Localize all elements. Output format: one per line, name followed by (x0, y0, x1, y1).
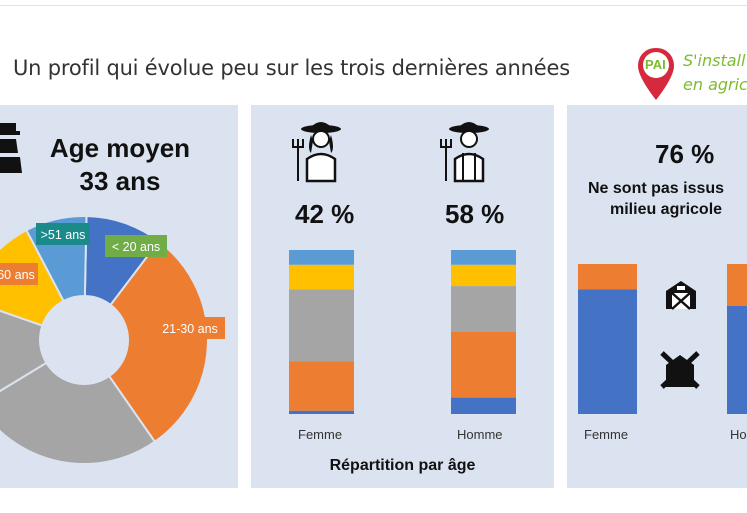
page-title: Un profil qui évolue peu sur les trois d… (13, 56, 570, 80)
origin-line-1: Ne sont pas issus (588, 180, 725, 197)
donut-slice-2 (0, 361, 157, 465)
farmer-woman-icon (292, 122, 341, 183)
svg-text:>51 ans: >51 ans (41, 228, 86, 242)
origin-line-2: milieu agricole (610, 201, 723, 218)
svg-text:21-30 ans: 21-30 ans (162, 322, 218, 336)
panel-origin: 76 % Ne sont pas issus milieu agricole F… (567, 105, 747, 488)
top-border (0, 0, 747, 6)
origin-percentage: 76 % (655, 139, 715, 169)
origin-bar-femme-seg-0 (578, 289, 637, 414)
donut-label-3: 60 ans (0, 263, 38, 285)
femme-bar-label: Femme (298, 427, 343, 442)
gender-age-bar-chart (289, 250, 516, 414)
origin-bar-homme-seg-1 (727, 264, 747, 306)
origin-femme-label: Femme (584, 427, 629, 442)
gender-bar-homme-seg-0 (451, 397, 516, 414)
logo-line-2: en agric (683, 75, 747, 94)
logo-badge: PAI (645, 57, 666, 72)
donut-slice-1 (107, 239, 209, 444)
origin-bar-homme-seg-0 (727, 306, 747, 414)
donut-label-4: >51 ans (36, 223, 90, 245)
gender-bar-homme-seg-3 (451, 264, 516, 287)
gender-chart-caption: Répartition par âge (329, 457, 476, 474)
farmer-man-icon (440, 122, 489, 183)
gender-bar-femme-seg-1 (289, 361, 354, 411)
origin-bar-femme-seg-1 (578, 264, 637, 290)
donut-slice-3 (0, 309, 48, 393)
origin-bar-chart (578, 264, 747, 414)
gender-bar-homme-seg-1 (451, 332, 516, 398)
svg-text:60 ans: 60 ans (0, 268, 35, 282)
gender-bar-femme-seg-2 (289, 289, 354, 362)
donut-label-1: 21-30 ans (155, 317, 225, 339)
gender-bar-homme-seg-2 (451, 286, 516, 332)
age-value: 33 ans (79, 166, 161, 196)
donut-label-0: < 20 ans (105, 235, 167, 257)
farmer-couple-icon (0, 123, 22, 173)
gender-bar-femme-seg-0 (289, 410, 354, 414)
gender-bar-femme-seg-3 (289, 264, 354, 290)
gender-bar-homme-seg-4 (451, 250, 516, 265)
homme-bar-label: Homme (457, 427, 503, 442)
svg-text:< 20 ans: < 20 ans (112, 240, 160, 254)
logo-line-1: S'install (683, 51, 746, 70)
map-pin-icon (638, 48, 674, 100)
homme-percentage: 58 % (445, 199, 505, 229)
panel-gender: 42 % 58 % Femme Homme Répartition par âg… (251, 105, 554, 488)
barn-icon (666, 281, 696, 310)
age-heading: Age moyen (49, 133, 191, 163)
origin-homme-label: Ho (730, 427, 747, 442)
crossed-barn-icon (660, 351, 700, 389)
femme-percentage: 42 % (295, 199, 355, 229)
gender-bar-femme-seg-4 (289, 250, 354, 265)
logo: PAI S'install en agric (636, 46, 747, 102)
